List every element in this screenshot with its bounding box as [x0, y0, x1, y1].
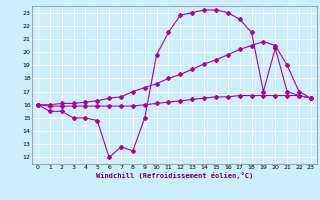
X-axis label: Windchill (Refroidissement éolien,°C): Windchill (Refroidissement éolien,°C)	[96, 172, 253, 179]
